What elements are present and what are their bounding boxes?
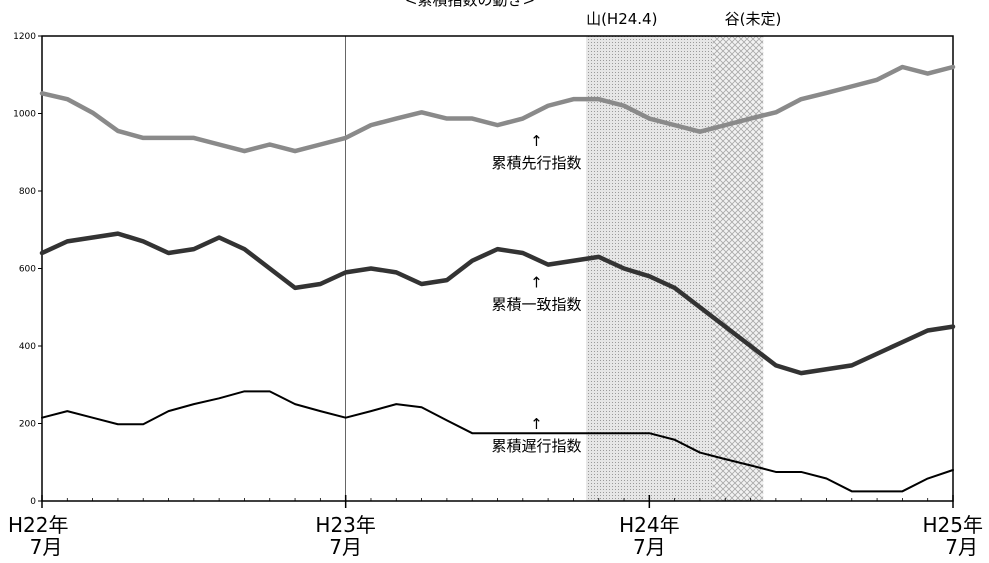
x-tick-label-year: H23年 <box>315 513 376 537</box>
annotation-arrow: ↑ <box>530 273 543 291</box>
shading-label: 山(H24.4) <box>586 10 657 28</box>
y-tick-label: 400 <box>19 342 36 352</box>
annotation-label: 累積遅行指数 <box>491 437 581 455</box>
y-tick-label: 800 <box>19 187 36 197</box>
annotation-label: 累積先行指数 <box>491 154 581 172</box>
recession-shading: 山(H24.4) 谷(未定) <box>586 10 781 501</box>
shading-band <box>586 36 713 501</box>
x-tick-label-year: H22年 <box>8 513 69 537</box>
y-tick-label: 1200 <box>13 32 36 42</box>
shading-label: 谷(未定) <box>725 10 782 28</box>
x-tick-label-year: H25年 <box>923 513 984 537</box>
plot-frame <box>41 35 954 502</box>
series-line <box>41 390 954 493</box>
shading-band <box>712 36 764 501</box>
x-tick-label-year: H24年 <box>619 513 680 537</box>
annotations: ↑ 累積先行指数 ↑ 累積一致指数 ↑ 累積遅行指数 <box>491 132 581 455</box>
axes: 020040060080010001200H22年7月H23年7月H24年7月H… <box>8 32 983 559</box>
x-tick-label-month: 7月 <box>633 535 666 559</box>
x-tick-label-month: 7月 <box>945 535 978 559</box>
y-tick-label: 1000 <box>13 110 36 120</box>
series-lines <box>39 64 956 493</box>
series-line <box>39 64 956 154</box>
series-line <box>39 231 956 376</box>
x-tick-label-month: 7月 <box>30 535 63 559</box>
y-tick-label: 0 <box>30 497 36 507</box>
annotation-arrow: ↑ <box>530 415 543 433</box>
chart-title: <累積指数の動き> <box>405 0 535 9</box>
annotation-label: 累積一致指数 <box>491 295 581 313</box>
annotation-arrow: ↑ <box>530 132 543 150</box>
y-tick-label: 200 <box>19 420 36 430</box>
y-tick-label: 600 <box>19 265 36 275</box>
x-tick-label-month: 7月 <box>329 535 362 559</box>
